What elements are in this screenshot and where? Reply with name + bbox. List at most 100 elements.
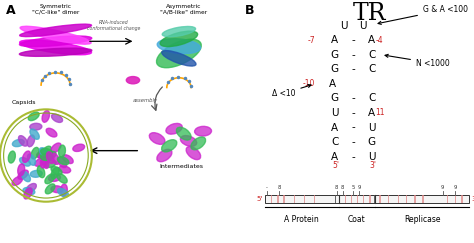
Bar (338, 195, 340, 203)
Ellipse shape (42, 156, 49, 168)
Text: A: A (368, 35, 375, 45)
Text: G: G (368, 137, 376, 147)
Ellipse shape (23, 188, 35, 195)
Ellipse shape (27, 154, 36, 165)
Text: -10: -10 (302, 79, 315, 88)
Ellipse shape (28, 112, 39, 121)
Text: U: U (340, 20, 348, 31)
Ellipse shape (157, 39, 201, 54)
Text: -: - (351, 93, 355, 104)
Text: -: - (351, 122, 355, 133)
Ellipse shape (30, 170, 42, 177)
Ellipse shape (37, 166, 45, 178)
Text: 3': 3' (369, 161, 376, 170)
Ellipse shape (48, 174, 61, 182)
Text: A: A (368, 108, 375, 118)
Text: 5': 5' (332, 161, 339, 170)
Text: 5: 5 (351, 185, 355, 190)
Ellipse shape (12, 176, 23, 185)
Ellipse shape (39, 148, 49, 158)
Ellipse shape (191, 137, 206, 150)
Text: C: C (368, 93, 375, 104)
Ellipse shape (18, 136, 27, 146)
Text: -: - (351, 137, 355, 147)
Text: 5': 5' (256, 196, 263, 202)
Ellipse shape (26, 183, 36, 193)
Ellipse shape (162, 26, 196, 37)
Text: C: C (368, 50, 375, 60)
Ellipse shape (12, 139, 24, 147)
Ellipse shape (41, 148, 50, 159)
Text: Coat: Coat (348, 215, 366, 224)
Ellipse shape (41, 146, 51, 156)
Ellipse shape (57, 174, 67, 183)
Ellipse shape (63, 155, 73, 164)
Ellipse shape (19, 36, 92, 47)
Ellipse shape (162, 140, 177, 152)
Text: Asymmetric
"A/B-like" dimer: Asymmetric "A/B-like" dimer (160, 4, 207, 14)
Text: -: - (351, 64, 355, 74)
Text: Intermediates: Intermediates (159, 164, 203, 169)
Bar (265, 195, 469, 203)
Text: Capsids: Capsids (12, 101, 36, 105)
Text: 3': 3' (472, 196, 474, 202)
Text: 11: 11 (375, 108, 385, 118)
Ellipse shape (176, 127, 191, 140)
Ellipse shape (46, 128, 57, 137)
Ellipse shape (51, 167, 59, 179)
Bar (461, 195, 463, 203)
Ellipse shape (156, 39, 201, 68)
Ellipse shape (61, 184, 67, 196)
Text: U: U (359, 20, 366, 31)
Ellipse shape (30, 129, 39, 139)
Ellipse shape (36, 152, 49, 158)
Bar (398, 195, 399, 203)
Ellipse shape (57, 157, 67, 168)
Text: A: A (6, 4, 16, 17)
Ellipse shape (149, 133, 165, 144)
Text: G & A <100: G & A <100 (378, 5, 468, 24)
Bar (379, 195, 381, 203)
Ellipse shape (126, 77, 140, 84)
Text: B: B (245, 4, 255, 17)
Ellipse shape (20, 40, 91, 55)
Ellipse shape (51, 153, 59, 165)
Bar (304, 195, 305, 203)
Text: C: C (331, 137, 338, 147)
Bar (277, 195, 279, 203)
Ellipse shape (51, 186, 63, 193)
Text: U: U (368, 122, 375, 133)
Ellipse shape (40, 156, 47, 168)
Text: -: - (266, 185, 268, 190)
Ellipse shape (46, 152, 54, 164)
Ellipse shape (19, 48, 92, 56)
Text: A: A (331, 35, 338, 45)
Text: -7: -7 (307, 35, 315, 45)
Bar (351, 195, 352, 203)
Bar (422, 195, 424, 203)
Bar (369, 195, 371, 203)
Text: -: - (351, 152, 355, 162)
Ellipse shape (157, 149, 172, 162)
Bar (455, 195, 456, 203)
Text: -4: -4 (375, 35, 383, 45)
Text: Replicase: Replicase (404, 215, 441, 224)
Ellipse shape (58, 188, 68, 197)
Bar (357, 195, 358, 203)
Bar (447, 195, 448, 203)
Text: Δ <10: Δ <10 (272, 85, 311, 98)
Text: U: U (368, 152, 375, 162)
Ellipse shape (37, 149, 48, 158)
Ellipse shape (166, 123, 182, 134)
Ellipse shape (45, 152, 56, 160)
Text: 9: 9 (357, 185, 361, 190)
Ellipse shape (31, 148, 39, 159)
Bar (406, 195, 407, 203)
Ellipse shape (21, 171, 30, 182)
Ellipse shape (45, 174, 55, 184)
Text: G: G (330, 93, 339, 104)
Bar (314, 195, 315, 203)
Bar (293, 195, 295, 203)
Text: G: G (330, 64, 339, 74)
Ellipse shape (40, 150, 48, 162)
